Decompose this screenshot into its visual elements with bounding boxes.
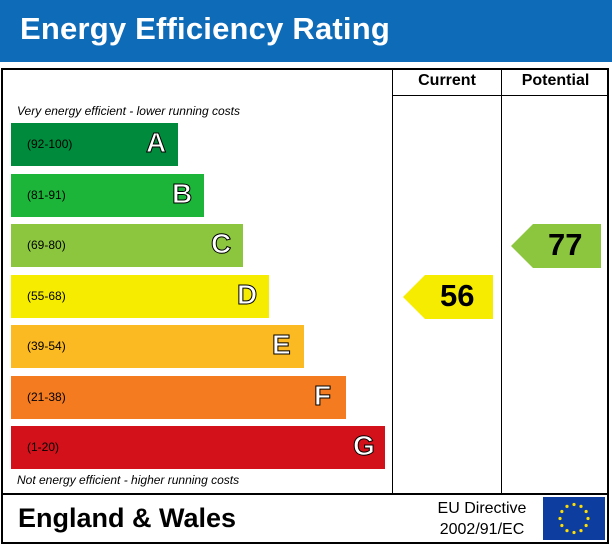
flag-star <box>586 516 590 521</box>
note-efficient: Very energy efficient - lower running co… <box>17 104 240 118</box>
rating-frame <box>1 68 609 544</box>
footer-rule <box>1 493 609 495</box>
band-range-label: (92-100) <box>27 137 73 151</box>
band-range-label: (21-38) <box>27 389 66 404</box>
band-letter-label: E <box>272 329 292 361</box>
divider-current <box>392 68 393 494</box>
chart-title: Energy Efficiency Rating <box>20 11 391 46</box>
current-rating-arrow: 56 <box>403 274 493 319</box>
current-arrow-shape <box>403 274 493 319</box>
flag-star <box>579 529 583 533</box>
flag-star <box>565 504 569 508</box>
flag-star <box>560 509 564 514</box>
potential-rating-arrow: 77 <box>511 224 601 268</box>
header-rule <box>392 95 609 96</box>
directive-line-1: EU Directive <box>437 500 527 517</box>
band-letter-label: B <box>171 177 193 209</box>
band-letter-label: D <box>236 278 258 310</box>
flag-star <box>565 529 569 533</box>
rating-band-f: (21-38) F <box>11 375 346 419</box>
divider-potential <box>501 68 502 494</box>
band-range-label: (39-54) <box>27 339 66 353</box>
band-range-label: (69-80) <box>27 238 66 252</box>
rating-band-d: (55-68) D <box>11 274 269 318</box>
band-letter-label: A <box>145 127 167 159</box>
potential-rating-value: 77 <box>548 227 583 262</box>
band-range-label: (55-68) <box>27 288 66 303</box>
flag-star <box>572 530 576 535</box>
current-rating-value: 56 <box>440 277 475 313</box>
rating-band-e: (39-54) E <box>11 325 304 368</box>
rating-band-a: (92-100) A <box>11 123 178 166</box>
flag-star <box>584 523 588 528</box>
flag-star <box>560 523 564 528</box>
rating-band-g: (1-20) G <box>11 426 385 469</box>
column-header-current: Current <box>418 72 476 89</box>
band-range-label: (1-20) <box>27 440 60 454</box>
title-bar: Energy Efficiency Rating <box>0 0 612 62</box>
note-inefficient: Not energy efficient - higher running co… <box>17 473 240 487</box>
band-letter-label: C <box>210 228 232 260</box>
directive-line-2: 2002/91/EC <box>439 521 525 538</box>
rating-band-c: (69-80) C <box>11 224 243 267</box>
flag-star <box>584 509 588 514</box>
flag-star <box>579 504 583 508</box>
band-range-label: (81-91) <box>27 187 66 202</box>
eu-directive: EU Directive 2002/91/EC <box>420 498 544 540</box>
band-letter-label: F <box>313 379 332 411</box>
region-label: England & Wales <box>18 503 237 533</box>
band-letter-label: G <box>353 430 376 462</box>
rating-band-b: (81-91) B <box>11 173 204 217</box>
flag-star <box>572 502 576 507</box>
potential-arrow-shape <box>511 224 601 268</box>
eu-flag-icon <box>543 497 605 540</box>
flag-star <box>558 516 562 521</box>
column-header-potential: Potential <box>521 72 590 89</box>
